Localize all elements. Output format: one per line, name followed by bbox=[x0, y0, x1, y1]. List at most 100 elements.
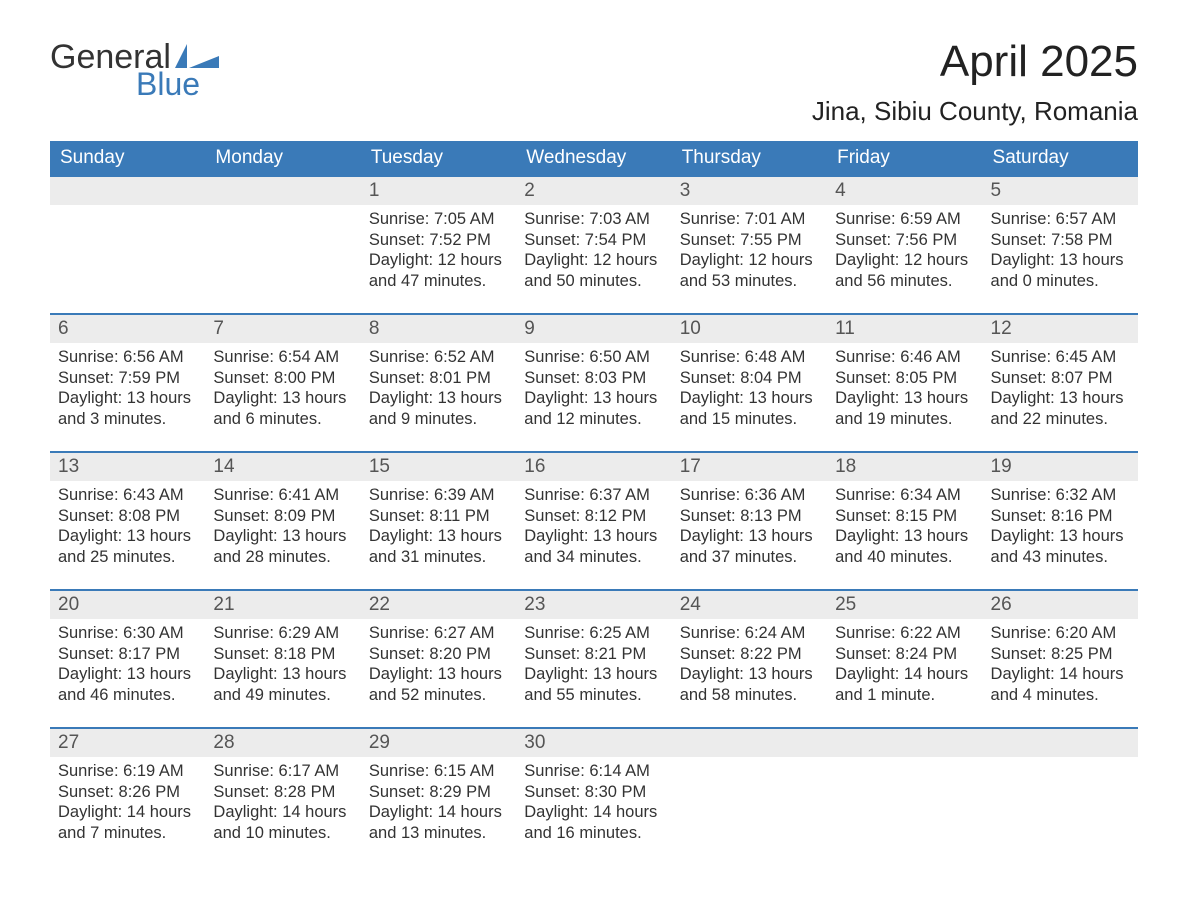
day-info-line: and 28 minutes. bbox=[213, 547, 352, 568]
day-info-line: and 34 minutes. bbox=[524, 547, 663, 568]
day-info-line: and 9 minutes. bbox=[369, 409, 508, 430]
day-info: Sunrise: 6:19 AMSunset: 8:26 PMDaylight:… bbox=[50, 757, 205, 853]
day-info-line: Sunset: 8:29 PM bbox=[369, 782, 508, 803]
day-info-line: and 0 minutes. bbox=[991, 271, 1130, 292]
day-info-line: Daylight: 13 hours bbox=[58, 664, 197, 685]
day-info: Sunrise: 7:03 AMSunset: 7:54 PMDaylight:… bbox=[516, 205, 671, 301]
top-row: General Blue April 2025 Jina, Sibiu Coun… bbox=[50, 40, 1138, 127]
day-number bbox=[672, 729, 827, 757]
day-number: 27 bbox=[50, 729, 205, 757]
day-info: Sunrise: 6:27 AMSunset: 8:20 PMDaylight:… bbox=[361, 619, 516, 715]
day-number: 12 bbox=[983, 315, 1138, 343]
day-info-line: Sunrise: 6:22 AM bbox=[835, 623, 974, 644]
day-info-line: Sunrise: 6:52 AM bbox=[369, 347, 508, 368]
day-info-line: Daylight: 12 hours bbox=[680, 250, 819, 271]
day-info-line: Daylight: 13 hours bbox=[524, 388, 663, 409]
day-number bbox=[205, 177, 360, 205]
day-number: 6 bbox=[50, 315, 205, 343]
day-info-line: Daylight: 13 hours bbox=[524, 526, 663, 547]
day-info: Sunrise: 6:32 AMSunset: 8:16 PMDaylight:… bbox=[983, 481, 1138, 577]
day-info bbox=[205, 205, 360, 301]
day-info: Sunrise: 6:14 AMSunset: 8:30 PMDaylight:… bbox=[516, 757, 671, 853]
day-number: 26 bbox=[983, 591, 1138, 619]
day-info-line: Sunset: 8:20 PM bbox=[369, 644, 508, 665]
weeks-container: 12345Sunrise: 7:05 AMSunset: 7:52 PMDayl… bbox=[50, 177, 1138, 853]
day-info-line: Sunrise: 6:36 AM bbox=[680, 485, 819, 506]
week-block: 20212223242526 Sunrise: 6:30 AM Sunset: 8:… bbox=[50, 589, 1138, 715]
day-info-line: Sunrise: 6:57 AM bbox=[991, 209, 1130, 230]
day-info-line: Daylight: 13 hours bbox=[835, 388, 974, 409]
day-info-line: Sunset: 7:56 PM bbox=[835, 230, 974, 251]
day-number: 22 bbox=[361, 591, 516, 619]
day-info-line: Daylight: 12 hours bbox=[835, 250, 974, 271]
day-number: 23 bbox=[516, 591, 671, 619]
day-number: 1 bbox=[361, 177, 516, 205]
day-info-line: Sunrise: 6:29 AM bbox=[213, 623, 352, 644]
day-info-line: and 10 minutes. bbox=[213, 823, 352, 844]
day-info-line: Sunset: 8:11 PM bbox=[369, 506, 508, 527]
day-info-line: Daylight: 13 hours bbox=[213, 664, 352, 685]
week-block: 13141516171819Sunrise: 6:43 AMSunset: 8:… bbox=[50, 451, 1138, 577]
weekday-header: Sunday bbox=[50, 141, 205, 177]
day-info: Sunrise: 6:15 AMSunset: 8:29 PMDaylight:… bbox=[361, 757, 516, 853]
day-info-row: Sunrise: 6:43 AMSunset: 8:08 PMDaylight:… bbox=[50, 481, 1138, 577]
day-number: 29 bbox=[361, 729, 516, 757]
day-number bbox=[827, 729, 982, 757]
day-info-line: Sunset: 8:15 PM bbox=[835, 506, 974, 527]
day-info-line: Sunrise: 6:43 AM bbox=[58, 485, 197, 506]
day-info: Sunrise: 6:20 AMSunset: 8:25 PMDaylight:… bbox=[983, 619, 1138, 715]
day-info-line: and 12 minutes. bbox=[524, 409, 663, 430]
day-info-line: Sunrise: 7:01 AM bbox=[680, 209, 819, 230]
day-info-line: and 46 minutes. bbox=[58, 685, 197, 706]
day-info-line: and 47 minutes. bbox=[369, 271, 508, 292]
day-info-line: and 43 minutes. bbox=[991, 547, 1130, 568]
flag-icon bbox=[175, 44, 219, 68]
day-info-line: and 53 minutes. bbox=[680, 271, 819, 292]
weekday-header: Tuesday bbox=[361, 141, 516, 177]
weekday-header: Saturday bbox=[983, 141, 1138, 177]
day-info bbox=[672, 757, 827, 853]
day-info-line: Sunrise: 6:34 AM bbox=[835, 485, 974, 506]
day-info-line: and 3 minutes. bbox=[58, 409, 197, 430]
day-info-line: Daylight: 13 hours bbox=[58, 526, 197, 547]
day-number: 11 bbox=[827, 315, 982, 343]
day-number: 4 bbox=[827, 177, 982, 205]
day-info-line: Daylight: 13 hours bbox=[991, 250, 1130, 271]
day-info-line: Daylight: 13 hours bbox=[369, 526, 508, 547]
day-number-row: 6789101112 bbox=[50, 315, 1138, 343]
day-number-row: 13141516171819 bbox=[50, 453, 1138, 481]
day-number-row: 20212223242526 bbox=[50, 591, 1138, 619]
day-info-line: Sunset: 8:12 PM bbox=[524, 506, 663, 527]
day-info-line: Sunrise: 6:30 AM bbox=[58, 623, 197, 644]
day-info-row: Sunrise: 6:56 AMSunset: 7:59 PMDaylight:… bbox=[50, 343, 1138, 439]
day-info-line: Sunset: 8:00 PM bbox=[213, 368, 352, 389]
day-info-line: and 31 minutes. bbox=[369, 547, 508, 568]
day-info: Sunrise: 7:01 AMSunset: 7:55 PMDaylight:… bbox=[672, 205, 827, 301]
day-number: 30 bbox=[516, 729, 671, 757]
day-number-row: 12345 bbox=[50, 177, 1138, 205]
day-info-line: Sunrise: 6:54 AM bbox=[213, 347, 352, 368]
day-info-line: and 6 minutes. bbox=[213, 409, 352, 430]
day-info bbox=[983, 757, 1138, 853]
day-info: Sunrise: 6:34 AMSunset: 8:15 PMDaylight:… bbox=[827, 481, 982, 577]
day-info-line: Sunrise: 6:14 AM bbox=[524, 761, 663, 782]
day-info-line: Sunrise: 6:25 AM bbox=[524, 623, 663, 644]
day-info-line: Sunset: 8:05 PM bbox=[835, 368, 974, 389]
day-info-line: and 40 minutes. bbox=[835, 547, 974, 568]
day-info: Sunrise: 6:52 AMSunset: 8:01 PMDaylight:… bbox=[361, 343, 516, 439]
day-info-line: and 16 minutes. bbox=[524, 823, 663, 844]
day-info-line: and 37 minutes. bbox=[680, 547, 819, 568]
day-number: 15 bbox=[361, 453, 516, 481]
day-info-line: and 4 minutes. bbox=[991, 685, 1130, 706]
day-info-line: and 7 minutes. bbox=[58, 823, 197, 844]
day-info-line: Sunset: 7:55 PM bbox=[680, 230, 819, 251]
day-info-line: Daylight: 13 hours bbox=[369, 664, 508, 685]
day-info-line: Sunset: 8:09 PM bbox=[213, 506, 352, 527]
day-info-line: Sunrise: 6:27 AM bbox=[369, 623, 508, 644]
day-info-line: Daylight: 13 hours bbox=[991, 388, 1130, 409]
day-info-line: Sunrise: 6:24 AM bbox=[680, 623, 819, 644]
day-info-line: Sunset: 8:28 PM bbox=[213, 782, 352, 803]
day-info-line: Daylight: 14 hours bbox=[369, 802, 508, 823]
day-number: 3 bbox=[672, 177, 827, 205]
day-info: Sunrise: 6:54 AMSunset: 8:00 PMDaylight:… bbox=[205, 343, 360, 439]
